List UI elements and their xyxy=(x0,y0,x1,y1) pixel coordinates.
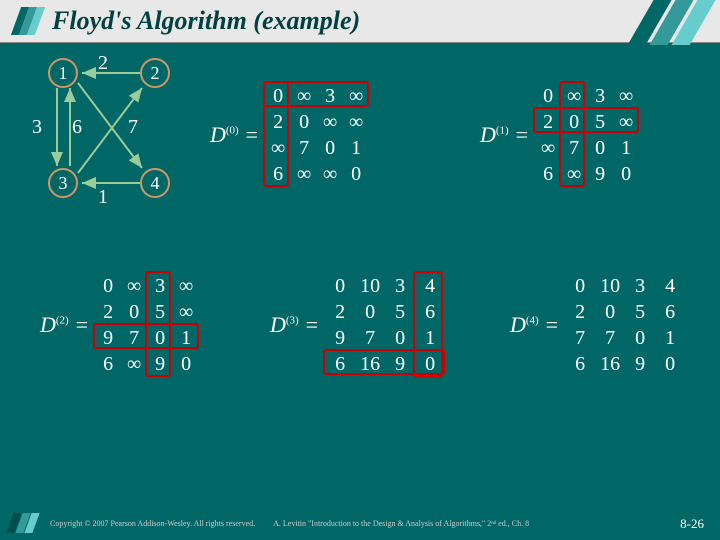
matrix-label-D4: D(4) = xyxy=(510,312,559,338)
matrix-cell: 3 xyxy=(625,273,655,299)
matrix-cell: 0 xyxy=(343,161,369,187)
graph-node-3: 3 xyxy=(48,168,78,198)
title-bar: Floyd's Algorithm (example) xyxy=(0,0,720,43)
matrix-grid-D2: 0∞3∞205∞97016∞90 xyxy=(95,273,199,377)
matrix-cell: 3 xyxy=(587,83,613,109)
matrix-cell: ∞ xyxy=(173,299,199,325)
edge-label: 6 xyxy=(72,116,82,139)
matrix-cell: 9 xyxy=(587,161,613,187)
matrix-cell: 0 xyxy=(355,299,385,325)
graph-node-4: 4 xyxy=(140,168,170,198)
matrix-cell: 6 xyxy=(565,351,595,377)
edge-label: 7 xyxy=(128,116,138,139)
highlight-row xyxy=(323,349,445,375)
corner-stripes xyxy=(630,0,720,40)
edge-label: 3 xyxy=(32,116,42,139)
matrix-cell: 7 xyxy=(595,325,625,351)
matrix-grid-D4: 010342056770161690 xyxy=(565,273,685,377)
matrix-grid-D0: 0∞3∞20∞∞∞7016∞∞0 xyxy=(265,83,369,187)
matrix-cell: 0 xyxy=(535,83,561,109)
matrix-cell: ∞ xyxy=(317,109,343,135)
page-number: 8-26 xyxy=(680,516,704,532)
matrix-cell: 0 xyxy=(565,273,595,299)
matrix-cell: 0 xyxy=(121,299,147,325)
matrix-cell: 6 xyxy=(535,161,561,187)
matrix-grid-D3: 010342056970161690 xyxy=(325,273,445,377)
matrix-cell: 5 xyxy=(625,299,655,325)
matrix-D4: D(4) =010342056770161690 xyxy=(510,273,685,377)
matrix-cell: 1 xyxy=(613,135,639,161)
matrix-cell: 0 xyxy=(291,109,317,135)
matrix-cell: 0 xyxy=(95,273,121,299)
matrix-cell: 1 xyxy=(655,325,685,351)
matrix-cell: 2 xyxy=(565,299,595,325)
matrix-cell: ∞ xyxy=(343,109,369,135)
matrix-D2: D(2) =0∞3∞205∞97016∞90 xyxy=(40,273,199,377)
matrix-cell: 0 xyxy=(625,325,655,351)
matrix-cell: 0 xyxy=(587,135,613,161)
matrix-cell: 0 xyxy=(655,351,685,377)
matrix-cell: 16 xyxy=(595,351,625,377)
matrix-cell: 9 xyxy=(625,351,655,377)
matrix-cell: 10 xyxy=(355,273,385,299)
content-area: 1 2 3 4 2 3 7 6 1 D(0) =0∞3∞20∞∞∞7016∞∞0… xyxy=(0,43,720,503)
graph-node-2: 2 xyxy=(140,58,170,88)
matrix-cell: 3 xyxy=(385,273,415,299)
highlight-row xyxy=(263,81,369,107)
matrix-cell: ∞ xyxy=(121,273,147,299)
matrix-cell: 7 xyxy=(291,135,317,161)
matrix-cell: 9 xyxy=(325,325,355,351)
matrix-cell: 10 xyxy=(595,273,625,299)
matrix-cell: 0 xyxy=(595,299,625,325)
highlight-row xyxy=(93,323,199,349)
edge-label: 2 xyxy=(98,52,108,75)
matrix-cell: 6 xyxy=(655,299,685,325)
matrix-cell: 7 xyxy=(565,325,595,351)
footer-reference: A. Levitin "Introduction to the Design &… xyxy=(273,519,529,528)
matrix-D3: D(3) =010342056970161690 xyxy=(270,273,445,377)
footer: Copyright © 2007 Pearson Addison-Wesley.… xyxy=(0,506,720,540)
matrix-cell: 2 xyxy=(325,299,355,325)
matrix-cell: 6 xyxy=(95,351,121,377)
matrix-cell: ∞ xyxy=(317,161,343,187)
matrix-label-D3: D(3) = xyxy=(270,312,319,338)
matrix-cell: 0 xyxy=(613,161,639,187)
matrix-cell: ∞ xyxy=(613,83,639,109)
matrix-cell: 2 xyxy=(95,299,121,325)
graph-diagram: 1 2 3 4 2 3 7 6 1 xyxy=(30,58,200,223)
matrix-cell: 0 xyxy=(173,351,199,377)
graph-node-1: 1 xyxy=(48,58,78,88)
matrix-cell: ∞ xyxy=(291,161,317,187)
matrix-cell: ∞ xyxy=(121,351,147,377)
matrix-label-D1: D(1) = xyxy=(480,122,529,148)
footer-copyright: Copyright © 2007 Pearson Addison-Wesley.… xyxy=(50,519,255,528)
matrix-cell: 5 xyxy=(385,299,415,325)
page-title: Floyd's Algorithm (example) xyxy=(52,6,360,36)
matrix-D1: D(1) =0∞3∞205∞∞7016∞90 xyxy=(480,83,639,187)
matrix-D0: D(0) =0∞3∞20∞∞∞7016∞∞0 xyxy=(210,83,369,187)
matrix-cell: 0 xyxy=(325,273,355,299)
matrix-cell: 4 xyxy=(655,273,685,299)
edge-label: 1 xyxy=(98,186,108,209)
matrix-cell: 0 xyxy=(385,325,415,351)
matrix-grid-D1: 0∞3∞205∞∞7016∞90 xyxy=(535,83,639,187)
matrix-cell: 1 xyxy=(343,135,369,161)
highlight-col xyxy=(559,81,585,187)
matrix-cell: ∞ xyxy=(173,273,199,299)
highlight-row xyxy=(533,107,639,133)
matrix-label-D2: D(2) = xyxy=(40,312,89,338)
footer-stripes xyxy=(10,513,42,533)
matrix-cell: 7 xyxy=(355,325,385,351)
title-stripe-decoration xyxy=(16,7,44,35)
matrix-cell: ∞ xyxy=(535,135,561,161)
matrix-label-D0: D(0) = xyxy=(210,122,259,148)
matrix-cell: 0 xyxy=(317,135,343,161)
